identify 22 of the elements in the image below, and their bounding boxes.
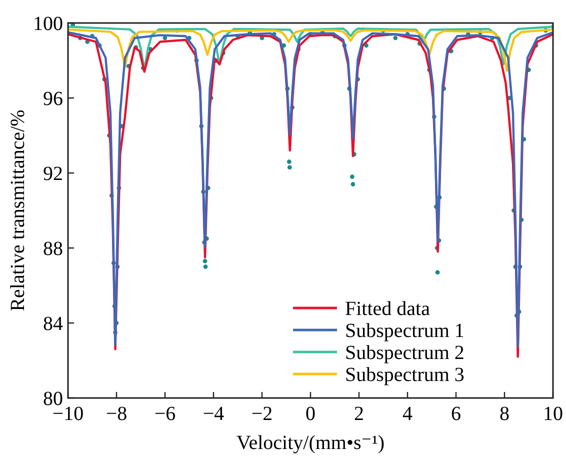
legend-label: Subspectrum 3: [345, 364, 464, 386]
legend-label: Subspectrum 1: [345, 320, 464, 342]
x-tick-label: −8: [106, 403, 128, 425]
x-tick-label: 0: [306, 403, 316, 425]
y-axis-title: Relative transmittance/%: [7, 110, 29, 312]
legend-label: Fitted data: [345, 298, 430, 320]
legend-label: Subspectrum 2: [345, 342, 464, 364]
x-tick-label: 6: [451, 403, 461, 425]
x-tick-label: −2: [251, 403, 273, 425]
x-axis-title: Velocity/(mm•s⁻¹): [236, 432, 384, 454]
x-tick-label: 4: [402, 403, 412, 425]
y-tick-label: 80: [43, 388, 63, 410]
y-tick-label: 96: [43, 88, 63, 110]
x-tick-label: −6: [154, 403, 176, 425]
y-tick-label: 88: [43, 238, 63, 260]
x-tick-label: 2: [354, 403, 364, 425]
y-tick-label: 92: [43, 163, 63, 185]
y-tick-label: 100: [33, 13, 63, 35]
y-tick-label: 84: [43, 313, 63, 335]
x-tick-label: 10: [543, 403, 563, 425]
x-tick-label: −4: [202, 403, 224, 425]
x-tick-label: 8: [500, 403, 510, 425]
